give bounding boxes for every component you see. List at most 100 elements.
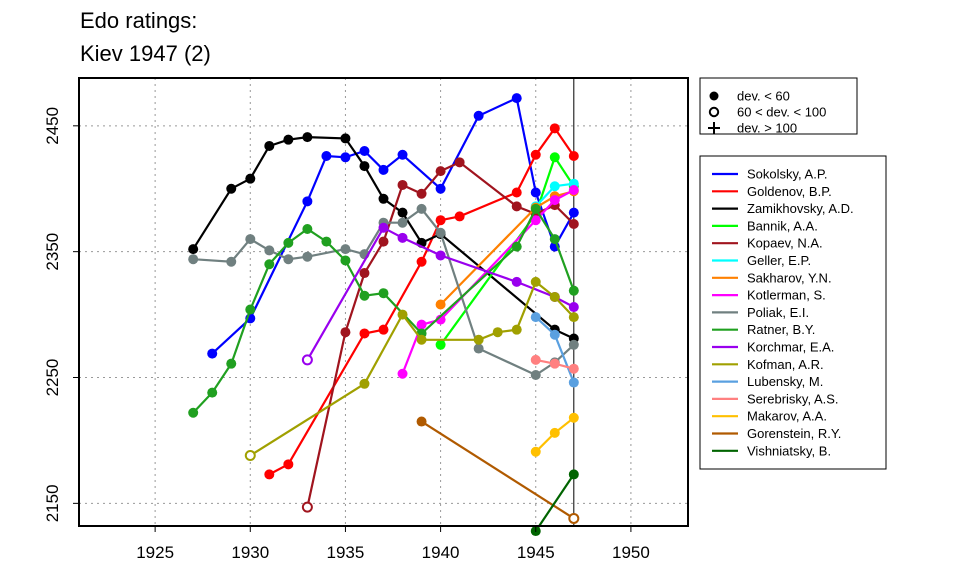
data-point — [397, 217, 408, 228]
series-group — [188, 203, 579, 418]
series-group — [244, 276, 579, 462]
data-point — [473, 343, 484, 354]
data-point — [568, 285, 579, 296]
data-point — [188, 254, 199, 265]
legend-label: Kotlerman, S. — [747, 288, 826, 303]
series-line — [534, 473, 575, 532]
data-point — [397, 368, 408, 379]
x-tick-label: 1940 — [422, 543, 460, 562]
data-point — [568, 412, 579, 423]
data-point — [530, 203, 541, 214]
data-point — [359, 378, 370, 389]
data-point — [416, 256, 427, 267]
y-axis: 2150 2250 2350 2450 — [43, 107, 79, 522]
legend-label: Geller, E.P. — [747, 253, 811, 268]
data-point — [454, 211, 465, 222]
data-point — [321, 151, 332, 162]
data-point — [568, 312, 579, 323]
data-point — [283, 237, 294, 248]
data-point — [378, 236, 389, 247]
data-point — [511, 241, 522, 252]
data-point — [302, 196, 313, 207]
y-tick-label: 2150 — [43, 484, 62, 522]
data-point — [568, 377, 579, 388]
data-point — [340, 244, 351, 255]
x-tick-label: 1930 — [231, 543, 269, 562]
legend-label: Bannik, A.A. — [747, 218, 818, 233]
data-point — [302, 251, 313, 262]
data-point — [378, 222, 389, 233]
data-point — [568, 151, 579, 162]
series-group — [416, 416, 580, 524]
legend-label: Kofman, A.R. — [747, 357, 824, 372]
data-point — [435, 299, 446, 310]
data-point — [530, 276, 541, 287]
data-point — [511, 187, 522, 198]
data-point — [530, 312, 541, 323]
data-point — [549, 152, 560, 163]
data-point — [435, 227, 446, 238]
data-point — [397, 309, 408, 320]
series-group — [207, 93, 579, 359]
series-line — [193, 207, 575, 377]
series-layer — [188, 93, 580, 537]
data-point — [207, 387, 218, 398]
data-point — [302, 132, 313, 143]
data-point — [568, 339, 579, 350]
data-point — [359, 145, 370, 156]
data-point — [473, 110, 484, 121]
series-legend: Sokolsky, A.P. Goldenov, B.P. Zamikhovsky,… — [699, 155, 887, 470]
data-point-open — [301, 354, 313, 366]
data-point — [340, 255, 351, 266]
data-point — [568, 218, 579, 229]
x-tick-label: 1925 — [136, 543, 174, 562]
data-point — [435, 250, 446, 261]
data-point — [568, 185, 579, 195]
data-point — [397, 179, 408, 190]
data-point — [245, 234, 256, 245]
data-point — [397, 207, 408, 218]
data-point — [416, 334, 427, 345]
legend-label: Lubensky, M. — [747, 374, 823, 389]
data-point — [549, 123, 560, 134]
data-point-open — [301, 501, 313, 513]
x-tick-label: 1950 — [612, 543, 650, 562]
data-point — [568, 469, 579, 480]
data-point — [397, 232, 408, 243]
data-point — [530, 446, 541, 457]
data-point — [416, 319, 427, 330]
data-point — [549, 427, 560, 438]
data-point — [416, 416, 427, 427]
legend-label: Vishniatsky, B. — [747, 443, 831, 458]
data-point — [435, 215, 446, 226]
legend-label: Serebrisky, A.S. — [747, 391, 839, 406]
data-point — [283, 134, 294, 145]
data-point — [378, 193, 389, 204]
data-point — [473, 334, 484, 345]
series-line — [421, 420, 575, 520]
legend-label: Gorenstein, R.Y. — [747, 426, 841, 441]
data-point — [530, 149, 541, 160]
legend-marker-open — [708, 106, 720, 118]
x-axis: 1925 1930 1935 1940 1945 1950 — [136, 526, 650, 562]
data-point — [359, 328, 370, 339]
data-point-open — [244, 450, 256, 462]
chart-title-line2: Kiev 1947 (2) — [80, 41, 211, 66]
data-point — [435, 339, 446, 350]
series-line — [192, 206, 575, 414]
y-tick-label: 2250 — [43, 359, 62, 397]
data-point — [511, 93, 522, 104]
data-point — [378, 324, 389, 335]
data-point — [245, 173, 256, 184]
data-point — [264, 140, 275, 151]
legend-label: Sokolsky, A.P. — [747, 167, 827, 182]
data-point — [549, 291, 560, 302]
data-point — [245, 304, 256, 315]
y-tick-label: 2350 — [43, 233, 62, 271]
data-point — [359, 268, 370, 279]
legend-label: Poliak, E.I. — [747, 305, 809, 320]
series-group — [530, 312, 579, 388]
data-point — [530, 215, 541, 226]
data-point — [302, 224, 313, 235]
